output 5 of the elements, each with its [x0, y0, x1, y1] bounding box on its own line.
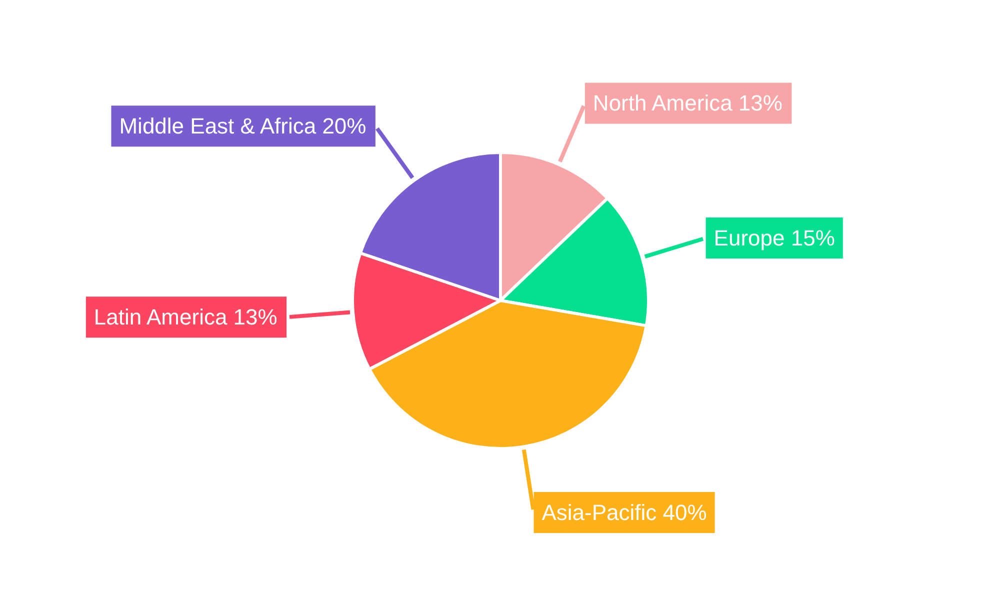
- slice-label: Middle East & Africa 20%: [119, 114, 366, 139]
- slice-label: Asia-Pacific 40%: [542, 500, 707, 526]
- slice-label: North America 13%: [592, 90, 782, 116]
- slice-label: Latin America 13%: [94, 304, 278, 330]
- slice-label: Europe 15%: [714, 226, 835, 251]
